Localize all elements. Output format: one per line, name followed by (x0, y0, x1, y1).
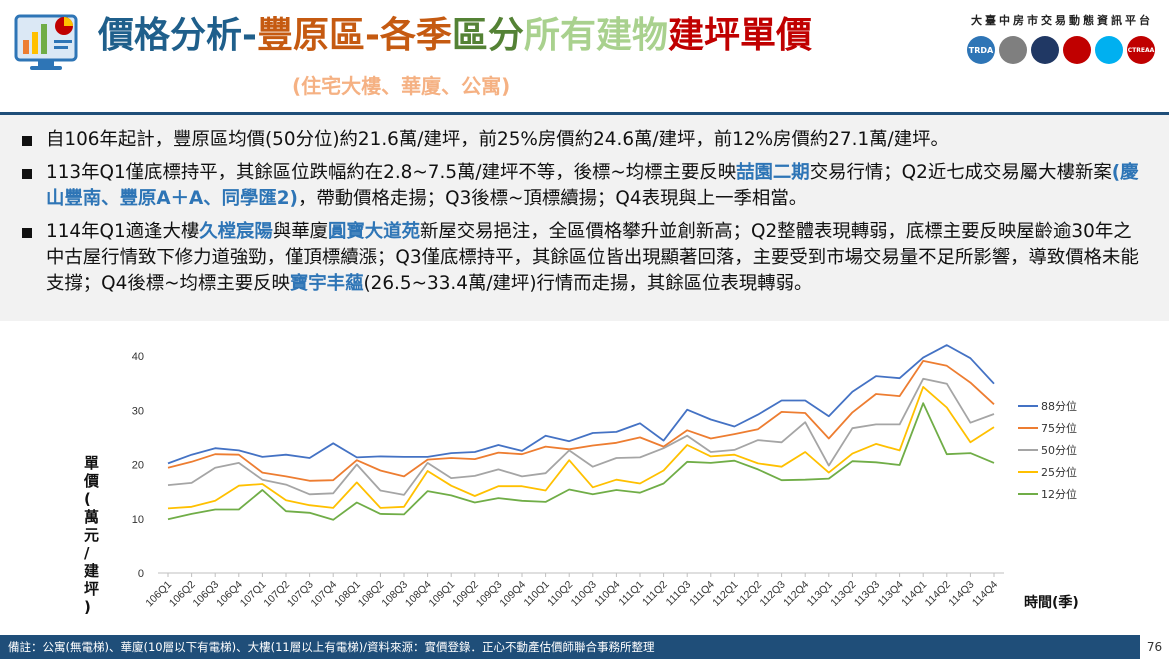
y-tick-label: 40 (132, 351, 144, 363)
bullet-segment: 新屋交易挹注，全區價格攀升並創新高；Q2整體表現轉弱，底標主要反映屋齡逾30年之… (46, 221, 1139, 294)
price-line-chart: 010203040106Q1106Q2106Q3106Q4107Q1107Q21… (0, 330, 1169, 630)
bullet-item: 114年Q1適逢大樓久樘宸陽與華廈圓寶大道苑新屋交易挹注，全區價格攀升並創新高；… (22, 219, 1147, 297)
summary-panel: 自106年起計，豐原區均價(50分位)約21.6萬/建坪，前25%房價約24.6… (0, 115, 1169, 321)
org-logo-icon (999, 36, 1027, 64)
y-axis-label-char: 萬 (84, 508, 99, 526)
legend-label: 25分位 (1041, 465, 1077, 479)
bullet-square-icon (22, 228, 32, 238)
page-title: 價格分析-豐原區-各季區分所有建物建坪單價 (98, 14, 812, 58)
highlight-text: 喆園二期 (736, 162, 810, 183)
bullet-text: 113年Q1僅底標持平，其餘區位跌幅約在2.8~7.5萬/建坪不等，後標~均標主… (46, 160, 1147, 212)
series-line (167, 386, 995, 510)
title-part: 價格分析- (98, 15, 257, 56)
y-tick-label: 20 (132, 460, 144, 472)
header-divider (0, 112, 1169, 115)
org-logo-icon (1063, 36, 1091, 64)
bullet-segment: 自106年起計，豐原區均價(50分位)約21.6萬/建坪，前25%房價約24.6… (46, 129, 949, 150)
bullet-item: 113年Q1僅底標持平，其餘區位跌幅約在2.8~7.5萬/建坪不等，後標~均標主… (22, 160, 1147, 212)
page-subtitle: (住宅大樓、華廈、公寓) (292, 74, 511, 98)
header: 價格分析-豐原區-各季區分所有建物建坪單價 (住宅大樓、華廈、公寓) 大臺中房市… (0, 0, 1169, 110)
bullet-segment: (26.5~33.4萬/建坪)行情而走揚，其餘區位表現轉弱。 (363, 273, 813, 294)
series-line (167, 359, 995, 482)
bullet-segment: 交易行情；Q2近七成交易屬大樓新案 (809, 162, 1112, 183)
y-axis-label-char: 單 (84, 454, 99, 472)
title-part: 各季 (379, 15, 452, 56)
title-part: 所有建物 (523, 15, 668, 56)
y-axis-label-char: / (84, 544, 90, 562)
highlight-text: 久樘宸陽 (199, 221, 273, 242)
y-axis-label-char: ) (84, 598, 91, 616)
bullet-segment: 114年Q1適逢大樓 (46, 221, 200, 242)
y-axis-label-char: 建 (84, 562, 100, 580)
title-part: 豐原區- (256, 15, 380, 56)
bullet-segment: 與華廈 (272, 221, 328, 242)
bullet-text: 114年Q1適逢大樓久樘宸陽與華廈圓寶大道苑新屋交易挹注，全區價格攀升並創新高；… (46, 219, 1147, 297)
series-line (167, 402, 995, 521)
highlight-text: 寶宇丰蘊 (289, 273, 364, 294)
x-axis-label: 時間(季) (1024, 594, 1079, 611)
analytics-monitor-icon (14, 14, 78, 70)
bullet-segment: ，帶動價格走揚；Q3後標~頂標續揚；Q4表現與上一季相當。 (297, 188, 808, 209)
series-line (167, 344, 995, 465)
y-tick-label: 30 (132, 405, 144, 417)
legend-label: 88分位 (1041, 399, 1077, 413)
title-part: 建坪單價 (667, 15, 812, 56)
series-line (167, 377, 995, 496)
highlight-text: 圓寶大道苑 (328, 221, 420, 242)
legend-label: 12分位 (1041, 487, 1077, 501)
bullet-square-icon (22, 169, 32, 179)
bullet-square-icon (22, 136, 32, 146)
org-logo-icon (1095, 36, 1123, 64)
y-axis-label-char: ( (84, 490, 91, 508)
bullet-item: 自106年起計，豐原區均價(50分位)約21.6萬/建坪，前25%房價約24.6… (22, 127, 1147, 153)
y-tick-label: 0 (138, 568, 144, 580)
y-axis-label-char: 價 (83, 472, 100, 490)
y-axis-label: 單價(萬元/建坪) (83, 454, 100, 616)
bullet-segment: 113年Q1僅底標持平，其餘區位跌幅約在2.8~7.5萬/建坪不等，後標~均標主… (46, 162, 737, 183)
page-number: 76 (1146, 640, 1163, 654)
org-logo-icon: TRDA (967, 36, 995, 64)
org-logo-icon: CTREAA (1127, 36, 1155, 64)
platform-name: 大臺中房市交易動態資訊平台 (971, 14, 1153, 27)
legend-label: 50分位 (1041, 443, 1077, 457)
title-part: 區分 (451, 15, 524, 56)
bullet-text: 自106年起計，豐原區均價(50分位)約21.6萬/建坪，前25%房價約24.6… (46, 127, 1147, 153)
y-axis-label-char: 元 (84, 526, 99, 544)
legend-label: 75分位 (1041, 421, 1077, 435)
footer-note: 備註：公寓(無電梯)、華廈(10層以下有電梯)、大樓(11層以上有電梯)/資料來… (0, 635, 1140, 659)
y-tick-label: 10 (132, 514, 144, 526)
org-logos: TRDA CTREAA (967, 36, 1155, 64)
org-logo-icon (1031, 36, 1059, 64)
y-axis-label-char: 坪 (84, 580, 99, 598)
highlight-text: (慶山豐南、豐原A＋A、同學匯2) (46, 162, 1139, 209)
